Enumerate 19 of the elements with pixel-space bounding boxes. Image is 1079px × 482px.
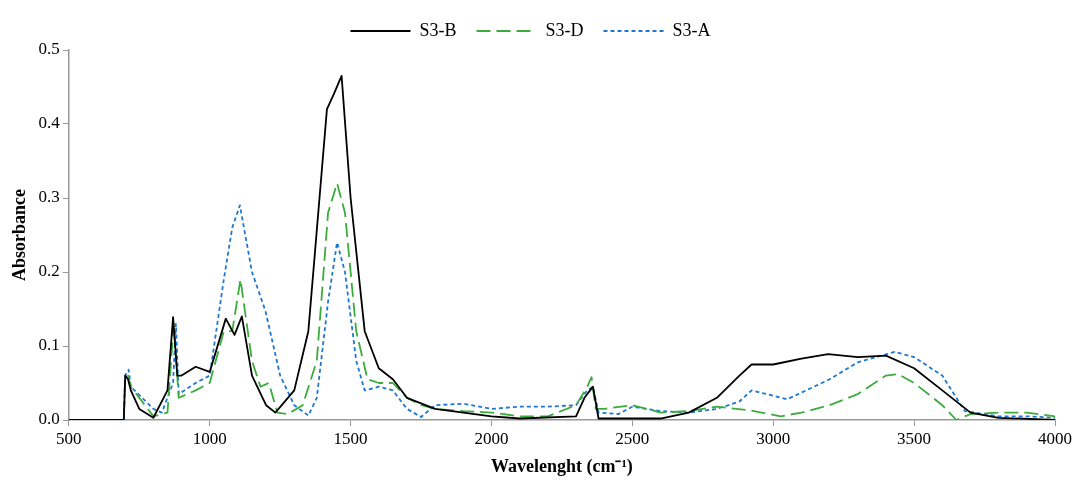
y-tick-label: 0.5 [38, 39, 60, 59]
y-tick-label: 0.0 [38, 409, 60, 429]
x-tick-label: 3500 [897, 428, 932, 448]
legend-label: S3-D [545, 19, 584, 40]
y-tick-label: 0.3 [38, 187, 60, 207]
y-tick-label: 0.1 [38, 335, 60, 355]
y-tick-label: 0.4 [38, 113, 61, 133]
y-axis-title: Absorbance [9, 188, 30, 282]
y-tick-label: 0.2 [38, 261, 60, 281]
x-tick-label: 4000 [1038, 428, 1072, 448]
x-tick-label: 2000 [474, 428, 509, 448]
legend-label: S3-B [419, 19, 457, 40]
x-tick-label: 1500 [333, 428, 368, 448]
x-tick-label: 3000 [756, 428, 791, 448]
x-tick-label: 2500 [615, 428, 650, 448]
x-axis-title: Wavelenght (cm⁻¹) [490, 455, 633, 477]
legend-label: S3-A [672, 19, 711, 40]
x-tick-label: 1000 [192, 428, 227, 448]
x-tick-label: 500 [56, 428, 82, 448]
